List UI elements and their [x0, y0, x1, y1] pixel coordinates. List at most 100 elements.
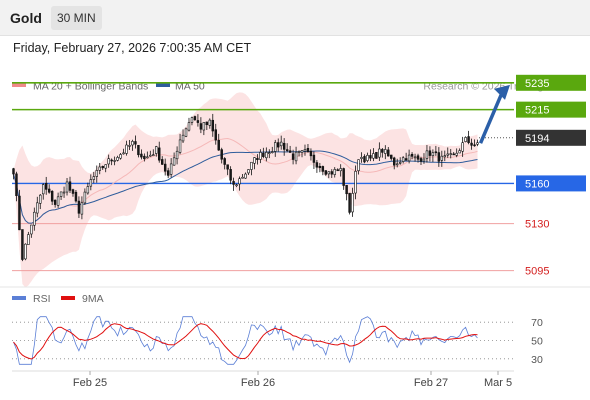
- ma9-legend-swatch: [61, 296, 75, 300]
- current-label-box: [516, 129, 586, 146]
- candle-body: [196, 120, 200, 123]
- candle-body: [467, 136, 470, 143]
- x-tick-label: Feb 26: [241, 377, 275, 389]
- candle-body: [363, 156, 366, 163]
- candle-body: [184, 128, 188, 137]
- candle-body: [276, 142, 280, 148]
- candle-body: [324, 170, 328, 175]
- candle-body: [300, 150, 304, 153]
- candle-body: [339, 168, 342, 172]
- rsi-line: [13, 316, 478, 365]
- candle-body: [27, 234, 30, 245]
- candle-body: [279, 141, 283, 147]
- candle-body: [297, 151, 301, 153]
- candle-body: [265, 152, 268, 159]
- candle-body: [166, 170, 170, 176]
- candle-body: [318, 165, 322, 168]
- candle-body: [330, 171, 333, 175]
- candle-body: [357, 159, 360, 171]
- candle-body: [113, 160, 116, 162]
- candle-body: [39, 194, 42, 204]
- candle-body: [262, 152, 265, 157]
- candle-body: [178, 139, 182, 153]
- candle-body: [282, 142, 286, 150]
- candle-body: [366, 154, 369, 161]
- candle-body: [360, 157, 363, 159]
- candle-body: [59, 191, 63, 197]
- target-label-5215: 5215: [525, 105, 549, 117]
- candle-body: [53, 199, 57, 205]
- candle-body: [187, 122, 191, 131]
- target-label-box-5215: [516, 101, 586, 118]
- candle-body: [163, 163, 167, 172]
- candle-body: [271, 151, 274, 153]
- candle-body: [80, 202, 84, 215]
- support-label-5130: 5130: [525, 219, 549, 231]
- ma9-legend-label: 9MA: [82, 293, 104, 305]
- candle-body: [410, 153, 414, 157]
- candle-body: [285, 149, 289, 151]
- target-label-5235: 5235: [525, 78, 549, 90]
- candle-body: [247, 169, 250, 174]
- candle-body: [437, 152, 441, 162]
- candle-body: [125, 144, 128, 154]
- candle-body: [381, 149, 384, 153]
- candle-body: [83, 191, 87, 204]
- candle-body: [226, 164, 229, 170]
- candle-body: [98, 166, 101, 171]
- candle-body: [309, 150, 313, 157]
- candle-body: [119, 154, 122, 159]
- candle-body: [24, 243, 27, 260]
- candle-body: [95, 170, 98, 177]
- candle-body: [274, 142, 277, 152]
- candle-body: [395, 163, 399, 166]
- candle-body: [333, 169, 336, 175]
- candle-body: [306, 148, 310, 153]
- candle-body: [241, 176, 244, 179]
- candle-body: [235, 184, 238, 187]
- rsi-ma9-line: [13, 323, 478, 360]
- candle-body: [372, 153, 375, 159]
- current-label: 5194: [525, 133, 549, 145]
- candle-body: [47, 188, 51, 193]
- candle-body: [30, 224, 33, 235]
- candle-body: [413, 156, 417, 159]
- target-label-box-5235: [516, 74, 586, 91]
- candle-body: [193, 116, 197, 120]
- instrument-title: Gold: [10, 10, 42, 26]
- candle-body: [149, 154, 152, 157]
- candle-body: [50, 190, 54, 202]
- candle-body: [458, 150, 461, 154]
- candle-body: [199, 123, 203, 130]
- candle-body: [321, 166, 325, 172]
- timeframe-button[interactable]: 30 MIN: [51, 6, 102, 30]
- legend-swatch-ma20: [12, 83, 26, 87]
- ma20-line: [13, 137, 478, 224]
- x-tick-label: Feb 27: [414, 377, 448, 389]
- candle-body: [446, 153, 449, 156]
- candle-body: [315, 162, 319, 168]
- candle-body: [160, 159, 164, 165]
- candle-body: [288, 150, 292, 153]
- candle-body: [452, 153, 455, 156]
- candle-body: [369, 155, 372, 159]
- candle-body: [428, 150, 432, 156]
- candle-body: [238, 178, 241, 185]
- candle-body: [431, 152, 435, 156]
- candle-body: [21, 229, 24, 260]
- rsi-legend-swatch: [12, 296, 26, 300]
- candle-body: [131, 141, 134, 146]
- candle-body: [256, 158, 259, 161]
- candle-body: [223, 158, 226, 165]
- candle-body: [122, 152, 125, 155]
- candle-body: [398, 161, 402, 164]
- candle-body: [89, 179, 93, 187]
- candle-body: [134, 141, 137, 145]
- candle-body: [229, 169, 232, 181]
- candle-body: [259, 152, 262, 160]
- candle-body: [354, 170, 357, 194]
- candle-body: [128, 145, 131, 147]
- legend-swatch-ma50: [156, 83, 170, 87]
